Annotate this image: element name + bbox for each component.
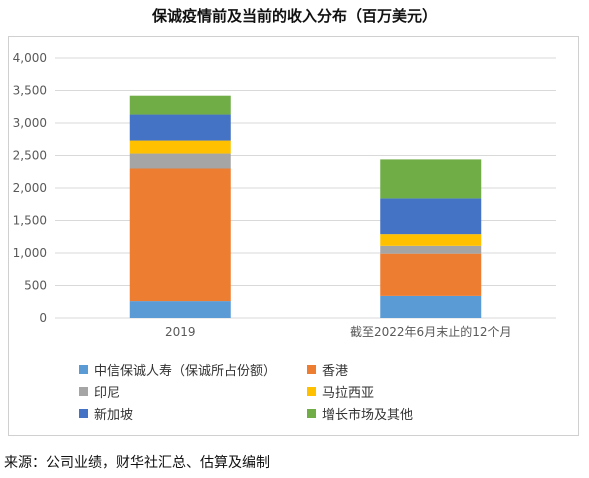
bar-segment (129, 301, 231, 318)
bar-segment (129, 153, 231, 169)
y-tick-label: 1,500 (13, 214, 47, 228)
bar-segment (380, 253, 482, 296)
bar-segment (129, 114, 231, 141)
legend-item: 新加坡 (79, 405, 134, 423)
legend-label: 印尼 (94, 385, 121, 401)
y-tick-label: 2,500 (13, 149, 47, 163)
legend-label: 新加坡 (94, 407, 134, 423)
y-tick-label: 500 (24, 279, 47, 293)
legend-swatch (307, 386, 316, 396)
legend-label: 香港 (322, 363, 349, 379)
legend-swatch (307, 408, 316, 418)
legend-item: 香港 (307, 361, 349, 379)
bar-segment (129, 168, 231, 302)
x-tick-label: 截至2022年6月末止的12个月 (350, 324, 511, 339)
y-tick-label: 2,000 (13, 181, 47, 195)
chart-frame: 0 500 1,000 1,500 2,000 2,500 3,000 3,500 4,000 2… (8, 36, 579, 436)
bar-segment (380, 245, 482, 254)
legend-item: 马拉西亚 (307, 383, 375, 401)
legend-item: 印尼 (79, 383, 121, 401)
bar-segment (380, 159, 482, 199)
legend-swatch (307, 364, 316, 374)
bar-segment (380, 295, 482, 318)
legend-label: 中信保诚人寿（保诚所占份额） (94, 363, 277, 379)
x-tick-label: 2019 (165, 325, 196, 339)
bar-segment (380, 234, 482, 246)
legend-label: 马拉西亚 (322, 385, 375, 401)
legend-label: 增长市场及其他 (322, 407, 414, 423)
chart-title: 保诚疫情前及当前的收入分布（百万美元） (151, 7, 437, 25)
y-tick-label: 1,000 (13, 246, 47, 260)
bar-segment (129, 95, 231, 115)
legend-swatch (79, 386, 88, 396)
legend-swatch (79, 364, 88, 374)
y-tick-label: 4,000 (13, 51, 47, 65)
legend-item: 中信保诚人寿（保诚所占份额） (79, 361, 277, 379)
bar-segment (380, 198, 482, 235)
y-tick-label: 3,500 (13, 84, 47, 98)
bar-segment (129, 140, 231, 154)
y-tick-label: 3,000 (13, 116, 47, 130)
legend-swatch (79, 408, 88, 418)
legend-item: 增长市场及其他 (307, 405, 414, 423)
source-note: 来源：公司业绩，财华社汇总、估算及编制 (4, 455, 270, 471)
chart-plot-area: 0 500 1,000 1,500 2,000 2,500 3,000 3,500 4,000 2… (13, 51, 556, 339)
y-tick-label: 0 (39, 311, 47, 325)
